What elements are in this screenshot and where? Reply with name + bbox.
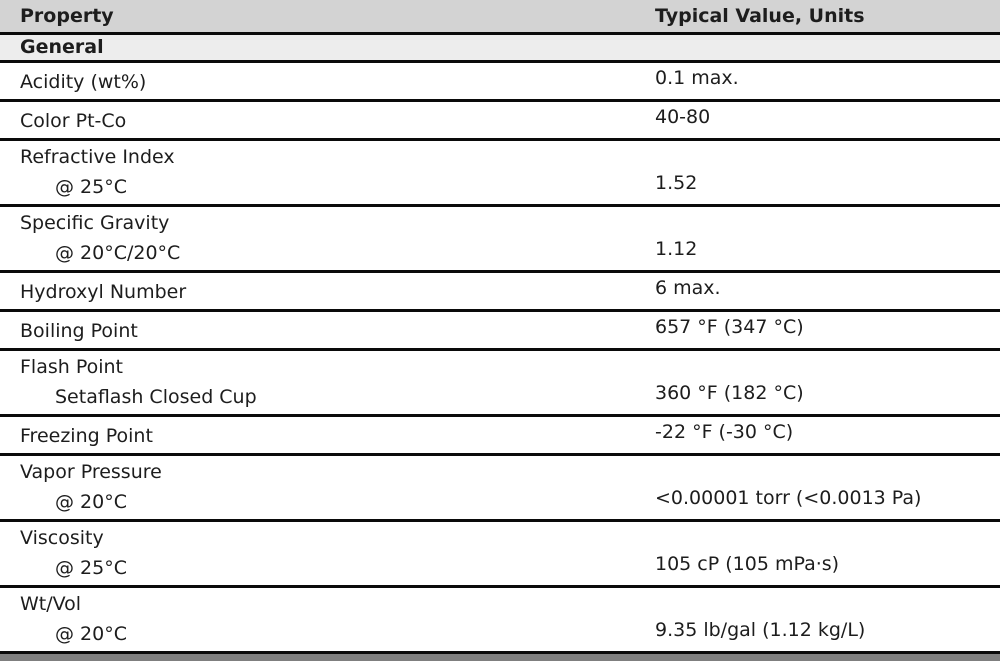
table-header-row: Property Typical Value, Units <box>0 0 1000 35</box>
property-value: -22 °F (-30 °C) <box>655 421 794 443</box>
property-condition: @ 20°C <box>55 623 127 645</box>
property-name: Boiling Point <box>20 320 138 342</box>
table-row: Acidity (wt%) 0.1 max. <box>0 63 1000 102</box>
table-row: Boiling Point 657 °F (347 °C) <box>0 312 1000 351</box>
property-name: Specific Gravity <box>20 212 170 234</box>
property-value: 657 °F (347 °C) <box>655 316 804 338</box>
property-condition: @ 25°C <box>55 557 127 579</box>
property-value: 40-80 <box>655 106 711 128</box>
property-value: 6 max. <box>655 277 721 299</box>
property-condition: @ 25°C <box>55 176 127 198</box>
table-body: Acidity (wt%) 0.1 max. Color Pt-Co 40-80… <box>0 63 1000 654</box>
property-cell: Freezing Point <box>0 420 655 453</box>
table-row: Specific Gravity @ 20°C/20°C 1.12 <box>0 207 1000 273</box>
property-cell: Acidity (wt%) <box>0 66 655 99</box>
property-cell: Boiling Point <box>0 315 655 348</box>
property-name: Freezing Point <box>20 425 153 447</box>
property-name: Hydroxyl Number <box>20 281 187 303</box>
property-value: 1.12 <box>655 238 698 260</box>
column-header-property: Property <box>20 5 114 27</box>
property-name: Vapor Pressure <box>20 461 162 483</box>
table-row: Refractive Index @ 25°C 1.52 <box>0 141 1000 207</box>
property-name: Acidity (wt%) <box>20 71 147 93</box>
property-name: Flash Point <box>20 356 124 378</box>
table-row: Flash Point Setaflash Closed Cup 360 °F … <box>0 351 1000 417</box>
property-value: <0.00001 torr (<0.0013 Pa) <box>655 487 922 509</box>
property-name: Wt/Vol <box>20 593 82 615</box>
property-cell: Color Pt-Co <box>0 105 655 138</box>
property-cell: Vapor Pressure @ 20°C <box>0 456 655 519</box>
property-value: 9.35 lb/gal (1.12 kg/L) <box>655 619 866 641</box>
property-cell: Viscosity @ 25°C <box>0 522 655 585</box>
table-row: Freezing Point -22 °F (-30 °C) <box>0 417 1000 456</box>
property-value: 105 cP (105 mPa·s) <box>655 553 840 575</box>
table-row: Hydroxyl Number 6 max. <box>0 273 1000 312</box>
property-name: Color Pt-Co <box>20 110 127 132</box>
property-condition: @ 20°C <box>55 491 127 513</box>
table-row: Viscosity @ 25°C 105 cP (105 mPa·s) <box>0 522 1000 588</box>
property-value: 0.1 max. <box>655 67 739 89</box>
table-row: Wt/Vol @ 20°C 9.35 lb/gal (1.12 kg/L) <box>0 588 1000 654</box>
property-condition: Setaflash Closed Cup <box>55 386 257 408</box>
property-cell: Wt/Vol @ 20°C <box>0 588 655 651</box>
property-name: Viscosity <box>20 527 104 549</box>
column-header-typical-value: Typical Value, Units <box>655 5 865 27</box>
property-cell: Refractive Index @ 25°C <box>0 141 655 204</box>
section-header-general: General <box>0 35 1000 63</box>
property-condition: @ 20°C/20°C <box>55 242 181 264</box>
property-cell: Specific Gravity @ 20°C/20°C <box>0 207 655 270</box>
property-value: 360 °F (182 °C) <box>655 382 804 404</box>
table-row: Vapor Pressure @ 20°C <0.00001 torr (<0.… <box>0 456 1000 522</box>
next-section-strip <box>0 654 1000 661</box>
table-row: Color Pt-Co 40-80 <box>0 102 1000 141</box>
property-name: Refractive Index <box>20 146 175 168</box>
property-value: 1.52 <box>655 172 698 194</box>
property-cell: Flash Point Setaflash Closed Cup <box>0 351 655 414</box>
property-cell: Hydroxyl Number <box>0 276 655 309</box>
